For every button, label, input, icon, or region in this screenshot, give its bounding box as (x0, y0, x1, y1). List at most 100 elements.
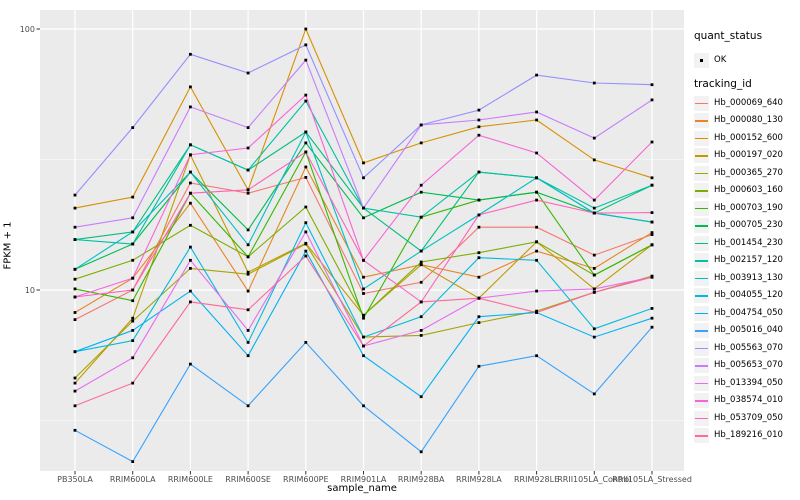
x-tick-label: RRIM901LA (341, 475, 387, 484)
ok-point-icon (694, 52, 709, 68)
x-axis-title: sample_name (327, 483, 397, 494)
line-swatch-icon (694, 288, 709, 303)
legend-item-label: Hb_002157_120 (714, 255, 783, 265)
line-swatch-icon (694, 410, 709, 426)
data-point (73, 376, 77, 380)
legend-item-label: Hb_005653_070 (714, 360, 783, 370)
legend-item-label: Hb_004754_050 (714, 307, 783, 318)
x-tick-label: RRIM928LA (456, 475, 502, 484)
data-point (131, 299, 135, 303)
data-point (73, 206, 77, 210)
data-point (304, 150, 308, 154)
data-point (304, 27, 308, 31)
legend-item-Hb_038574_010: Hb_038574_010 (694, 390, 783, 408)
data-point (73, 277, 77, 281)
data-point (131, 276, 135, 280)
line-swatch-icon (694, 130, 709, 146)
data-point (650, 183, 654, 187)
line-swatch-icon (694, 340, 709, 356)
data-point (304, 221, 308, 225)
data-point (362, 354, 365, 358)
data-point (419, 141, 423, 145)
data-point (419, 450, 423, 454)
data-point (246, 255, 250, 259)
data-point (189, 289, 192, 293)
data-point (592, 198, 596, 202)
data-point (477, 125, 481, 129)
data-point (362, 216, 365, 220)
data-point (419, 315, 423, 319)
line-swatch-icon (694, 375, 709, 391)
data-point (246, 308, 250, 312)
data-point (362, 292, 365, 295)
data-point (73, 311, 77, 314)
data-point (592, 392, 596, 396)
data-point (477, 296, 481, 300)
data-point (131, 230, 135, 234)
data-point (304, 58, 308, 62)
data-point (362, 275, 365, 279)
data-point (650, 140, 654, 144)
data-point (650, 176, 654, 180)
data-point (246, 329, 250, 332)
data-point (189, 105, 192, 109)
data-point (189, 362, 192, 366)
data-point (419, 123, 423, 127)
data-point (592, 287, 596, 291)
legend-item-label: Hb_003913_130 (714, 272, 783, 283)
data-point (362, 404, 365, 408)
data-point (419, 190, 423, 194)
x-tick-label: PB350LA (57, 475, 93, 484)
data-point (650, 307, 654, 310)
line-swatch-icon (694, 323, 709, 338)
data-point (592, 206, 596, 210)
data-point (246, 341, 250, 344)
legend-item-ok: OK (694, 50, 726, 68)
data-point (592, 335, 596, 339)
data-point (362, 316, 365, 320)
x-tick-label: RRII105LA_Control (557, 475, 631, 484)
data-point (131, 242, 135, 246)
data-point (650, 325, 654, 329)
data-point (246, 71, 250, 75)
legend-item-Hb_000152_600: Hb_000152_600 (694, 128, 783, 146)
line-swatch-icon (694, 95, 709, 111)
data-point (592, 136, 596, 140)
data-point (477, 108, 481, 112)
data-point (362, 161, 365, 165)
data-point (419, 260, 423, 264)
data-point (131, 319, 135, 323)
legend-item-Hb_000603_160: Hb_000603_160 (694, 180, 783, 198)
data-point (73, 238, 77, 241)
data-point (73, 389, 77, 393)
data-point (131, 460, 135, 463)
legend-item-label: Hb_000603_160 (714, 185, 783, 195)
data-point (131, 329, 135, 332)
data-point (419, 395, 423, 399)
legend-item-Hb_002157_120: Hb_002157_120 (694, 250, 783, 268)
data-point (246, 191, 250, 195)
data-point (131, 126, 135, 129)
data-point (650, 98, 654, 102)
legend-item-Hb_003913_130: Hb_003913_130 (694, 268, 783, 286)
data-point (189, 191, 192, 195)
data-point (189, 223, 192, 227)
legend-item-Hb_000197_020: Hb_000197_020 (694, 145, 783, 163)
data-point (477, 118, 481, 122)
data-point (304, 341, 308, 344)
data-point (73, 267, 77, 271)
legend-item-label: Hb_000197_020 (714, 150, 783, 160)
data-point (73, 428, 77, 432)
data-point (73, 318, 77, 321)
legend-item-label: Hb_005563_070 (714, 342, 783, 353)
line-swatch-icon (694, 253, 709, 268)
y-tick-label: 100 (20, 25, 35, 34)
data-point (246, 146, 250, 150)
data-point (131, 258, 135, 262)
legend-item-Hb_005653_070: Hb_005653_070 (694, 355, 783, 373)
line-swatch-icon (694, 235, 709, 251)
data-point (592, 267, 596, 270)
data-point (419, 183, 423, 187)
data-point (246, 272, 250, 276)
